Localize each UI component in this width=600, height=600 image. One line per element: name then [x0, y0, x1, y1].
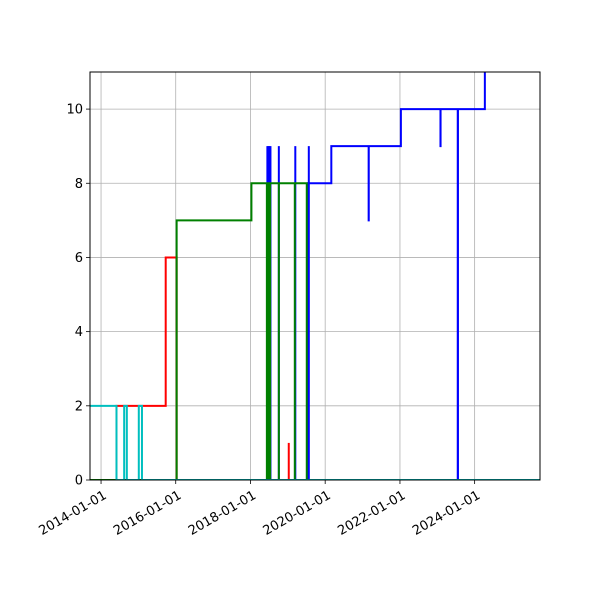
x-tick-label: 2018-01-01	[186, 488, 259, 539]
y-tick-label: 6	[75, 251, 83, 266]
plot-background	[90, 72, 540, 480]
y-tick-label: 4	[75, 325, 83, 340]
series-line	[90, 72, 486, 480]
y-tick-label: 2	[75, 399, 83, 414]
y-tick-label: 0	[75, 474, 83, 489]
x-tick-label: 2016-01-01	[111, 488, 184, 539]
series-2	[90, 182, 540, 480]
series-3	[90, 404, 540, 480]
plot-area	[90, 72, 540, 480]
plot-frame	[89, 71, 541, 481]
x-tick-label: 2020-01-01	[261, 488, 334, 539]
x-tick-label: 2022-01-01	[335, 488, 408, 539]
x-tick-label: 2024-01-01	[410, 488, 483, 539]
series-line	[90, 182, 540, 480]
y-tick-label: 10	[66, 103, 83, 118]
x-tick-label: 2014-01-01	[37, 488, 110, 539]
y-tick-label: 8	[75, 177, 83, 192]
series-line	[90, 404, 540, 480]
